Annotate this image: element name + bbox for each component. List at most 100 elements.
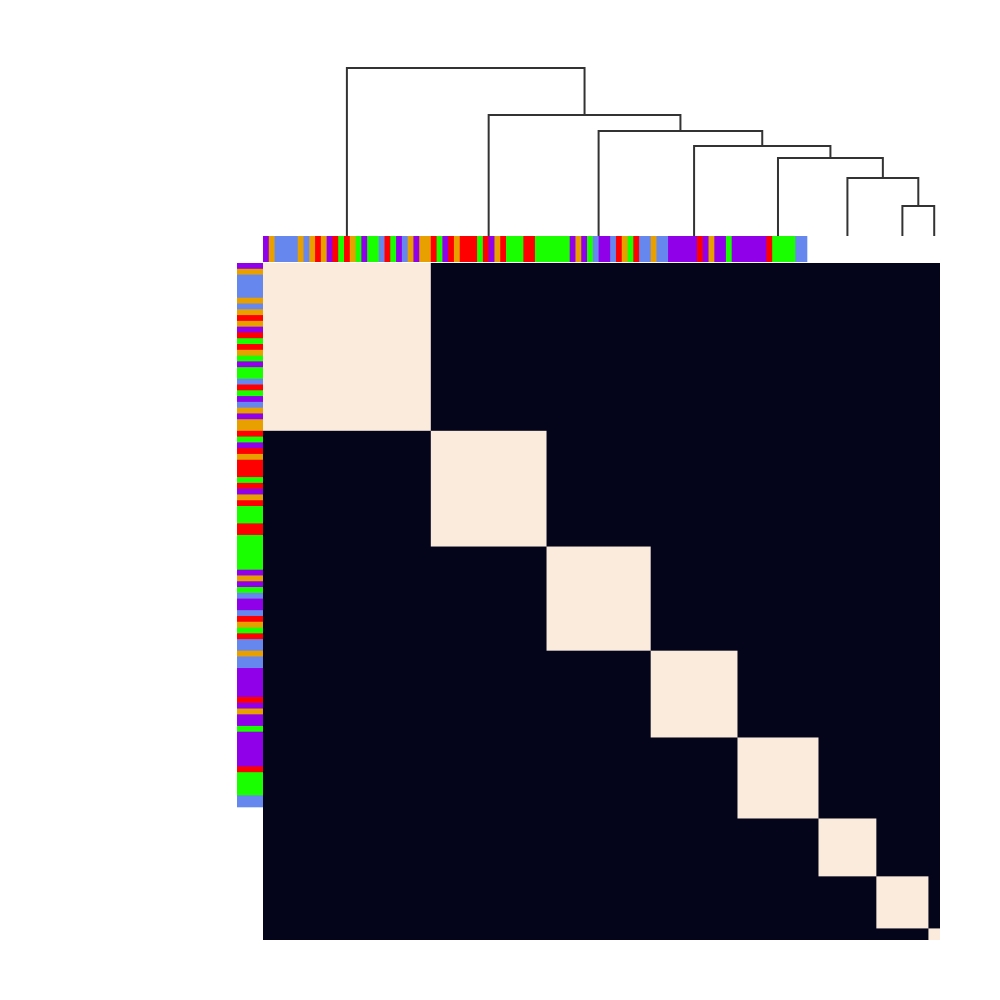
column-annotation-segment-28	[448, 236, 455, 262]
column-annotation-segment-60	[766, 236, 773, 262]
row-annotation-segment-33	[237, 488, 263, 495]
column-annotation-segment-43	[592, 236, 600, 262]
column-annotation-segment-34	[494, 236, 501, 262]
dendrogram-link-1	[901, 205, 936, 236]
column-annotation-segment-46	[615, 236, 623, 262]
column-annotation-segment-24	[419, 236, 432, 262]
row-annotation-segment-60	[237, 766, 263, 773]
row-annotation-segment-16	[237, 367, 263, 380]
column-annotation-segment-27	[442, 236, 449, 262]
column-annotation-segment-54	[696, 236, 704, 262]
row-annotation-segment-41	[237, 581, 263, 588]
column-annotation-segment-56	[708, 236, 715, 262]
column-annotation-segment-48	[627, 236, 634, 262]
column-annotation-segment-42	[587, 236, 594, 262]
row-annotation-segment-13	[237, 349, 263, 356]
row-annotation-segment-2	[237, 268, 263, 275]
row-annotation-segment-21	[237, 401, 263, 409]
row-annotation-segment-44	[237, 598, 263, 611]
row-annotation-segment-53	[237, 668, 263, 698]
row-annotation-segment-30	[237, 459, 263, 478]
row-annotation-segment-24	[237, 419, 263, 432]
heatmap-block-cluster-1	[263, 263, 431, 431]
column-annotation-segment-6	[309, 236, 316, 262]
column-annotation-segment-13	[349, 236, 356, 262]
column-annotation-segment-39	[569, 236, 576, 262]
column-annotation-segment-26	[436, 236, 443, 262]
column-annotation-segment-15	[361, 236, 368, 262]
column-annotation-segment-25	[430, 236, 437, 262]
heatmap-matrix	[263, 263, 940, 940]
row-annotation-segment-12	[237, 344, 263, 351]
column-annotation-segment-22	[407, 236, 414, 262]
column-annotation-segment-35	[500, 236, 507, 262]
row-annotation-segment-4	[237, 297, 263, 304]
row-annotation-segment-27	[237, 442, 263, 449]
column-annotation-segment-20	[396, 236, 403, 262]
row-annotation-segment-19	[237, 390, 263, 397]
column-annotation-segment-57	[714, 236, 727, 262]
row-annotation-segment-45	[237, 610, 263, 617]
dendrogram-link-3	[776, 157, 884, 236]
column-annotation-segment-47	[621, 236, 628, 262]
row-annotation-segment-26	[237, 436, 263, 443]
row-annotation-segment-34	[237, 494, 263, 501]
column-annotation-segment-53	[668, 236, 698, 262]
row-annotation-segment-42	[237, 587, 263, 594]
column-annotation-segment-1	[263, 236, 270, 262]
column-annotation-segment-16	[367, 236, 380, 262]
column-annotation-segment-10	[332, 236, 339, 262]
row-annotation-segment-3	[237, 274, 263, 299]
column-annotation-segment-2	[268, 236, 275, 262]
column-annotation-segment-62	[795, 236, 808, 262]
column-annotation-segment-32	[482, 236, 490, 262]
row-annotation-segment-57	[237, 714, 263, 727]
column-annotation-segment-5	[303, 236, 310, 262]
row-annotation-segment-15	[237, 361, 263, 368]
column-annotation-segment-14	[355, 236, 362, 262]
column-annotation-segment-45	[610, 236, 617, 262]
column-annotation-segment-49	[633, 236, 640, 262]
heatmap-block-cluster-2	[430, 430, 547, 547]
heatmap-block-cluster-6	[818, 818, 877, 877]
heatmap-block-cluster-8	[928, 928, 940, 940]
row-annotation-segment-31	[237, 477, 263, 484]
row-annotation-segment-23	[237, 413, 263, 420]
row-annotation-segment-50	[237, 639, 263, 652]
column-annotation-segment-9	[326, 236, 333, 262]
heatmap-block-cluster-4	[650, 650, 738, 738]
column-annotation-segment-61	[772, 236, 796, 262]
column-annotation-segment-52	[656, 236, 669, 262]
column-annotation-segment-33	[488, 236, 495, 262]
row-annotation-segment-48	[237, 627, 263, 634]
row-annotation-segment-1	[237, 263, 263, 270]
row-annotation-segment-40	[237, 575, 263, 582]
row-annotation-segment-25	[237, 430, 263, 437]
row-annotation-segment-55	[237, 702, 263, 709]
row-annotation-segment-7	[237, 315, 263, 322]
dendrogram-link-7	[345, 67, 586, 236]
column-annotation-segment-44	[598, 236, 611, 262]
column-annotation-segment-31	[477, 236, 484, 262]
dendrogram-link-4	[693, 145, 832, 236]
row-annotation-segment-56	[237, 708, 263, 715]
column-annotation-segment-29	[453, 236, 461, 262]
column-annotation-segment-7	[315, 236, 322, 262]
row-annotation-segment-28	[237, 448, 263, 455]
row-annotation-segment-62	[237, 795, 263, 808]
row-annotation-segment-22	[237, 407, 263, 414]
row-annotation-segment-36	[237, 506, 263, 524]
column-annotation-segment-36	[506, 236, 524, 262]
row-annotation-segment-47	[237, 621, 263, 628]
row-annotation-segment-6	[237, 309, 263, 316]
heatmap-block-cluster-5	[737, 737, 819, 819]
column-annotation-segment-59	[731, 236, 767, 262]
dendrogram-link-6	[487, 114, 682, 236]
column-annotation-segment-8	[320, 236, 328, 262]
row-annotation-segment-61	[237, 772, 263, 796]
column-annotation-segment-41	[581, 236, 588, 262]
row-annotation-segment-18	[237, 384, 263, 391]
heatmap-block-cluster-7	[876, 876, 929, 929]
column-annotation-segment-58	[725, 236, 733, 262]
